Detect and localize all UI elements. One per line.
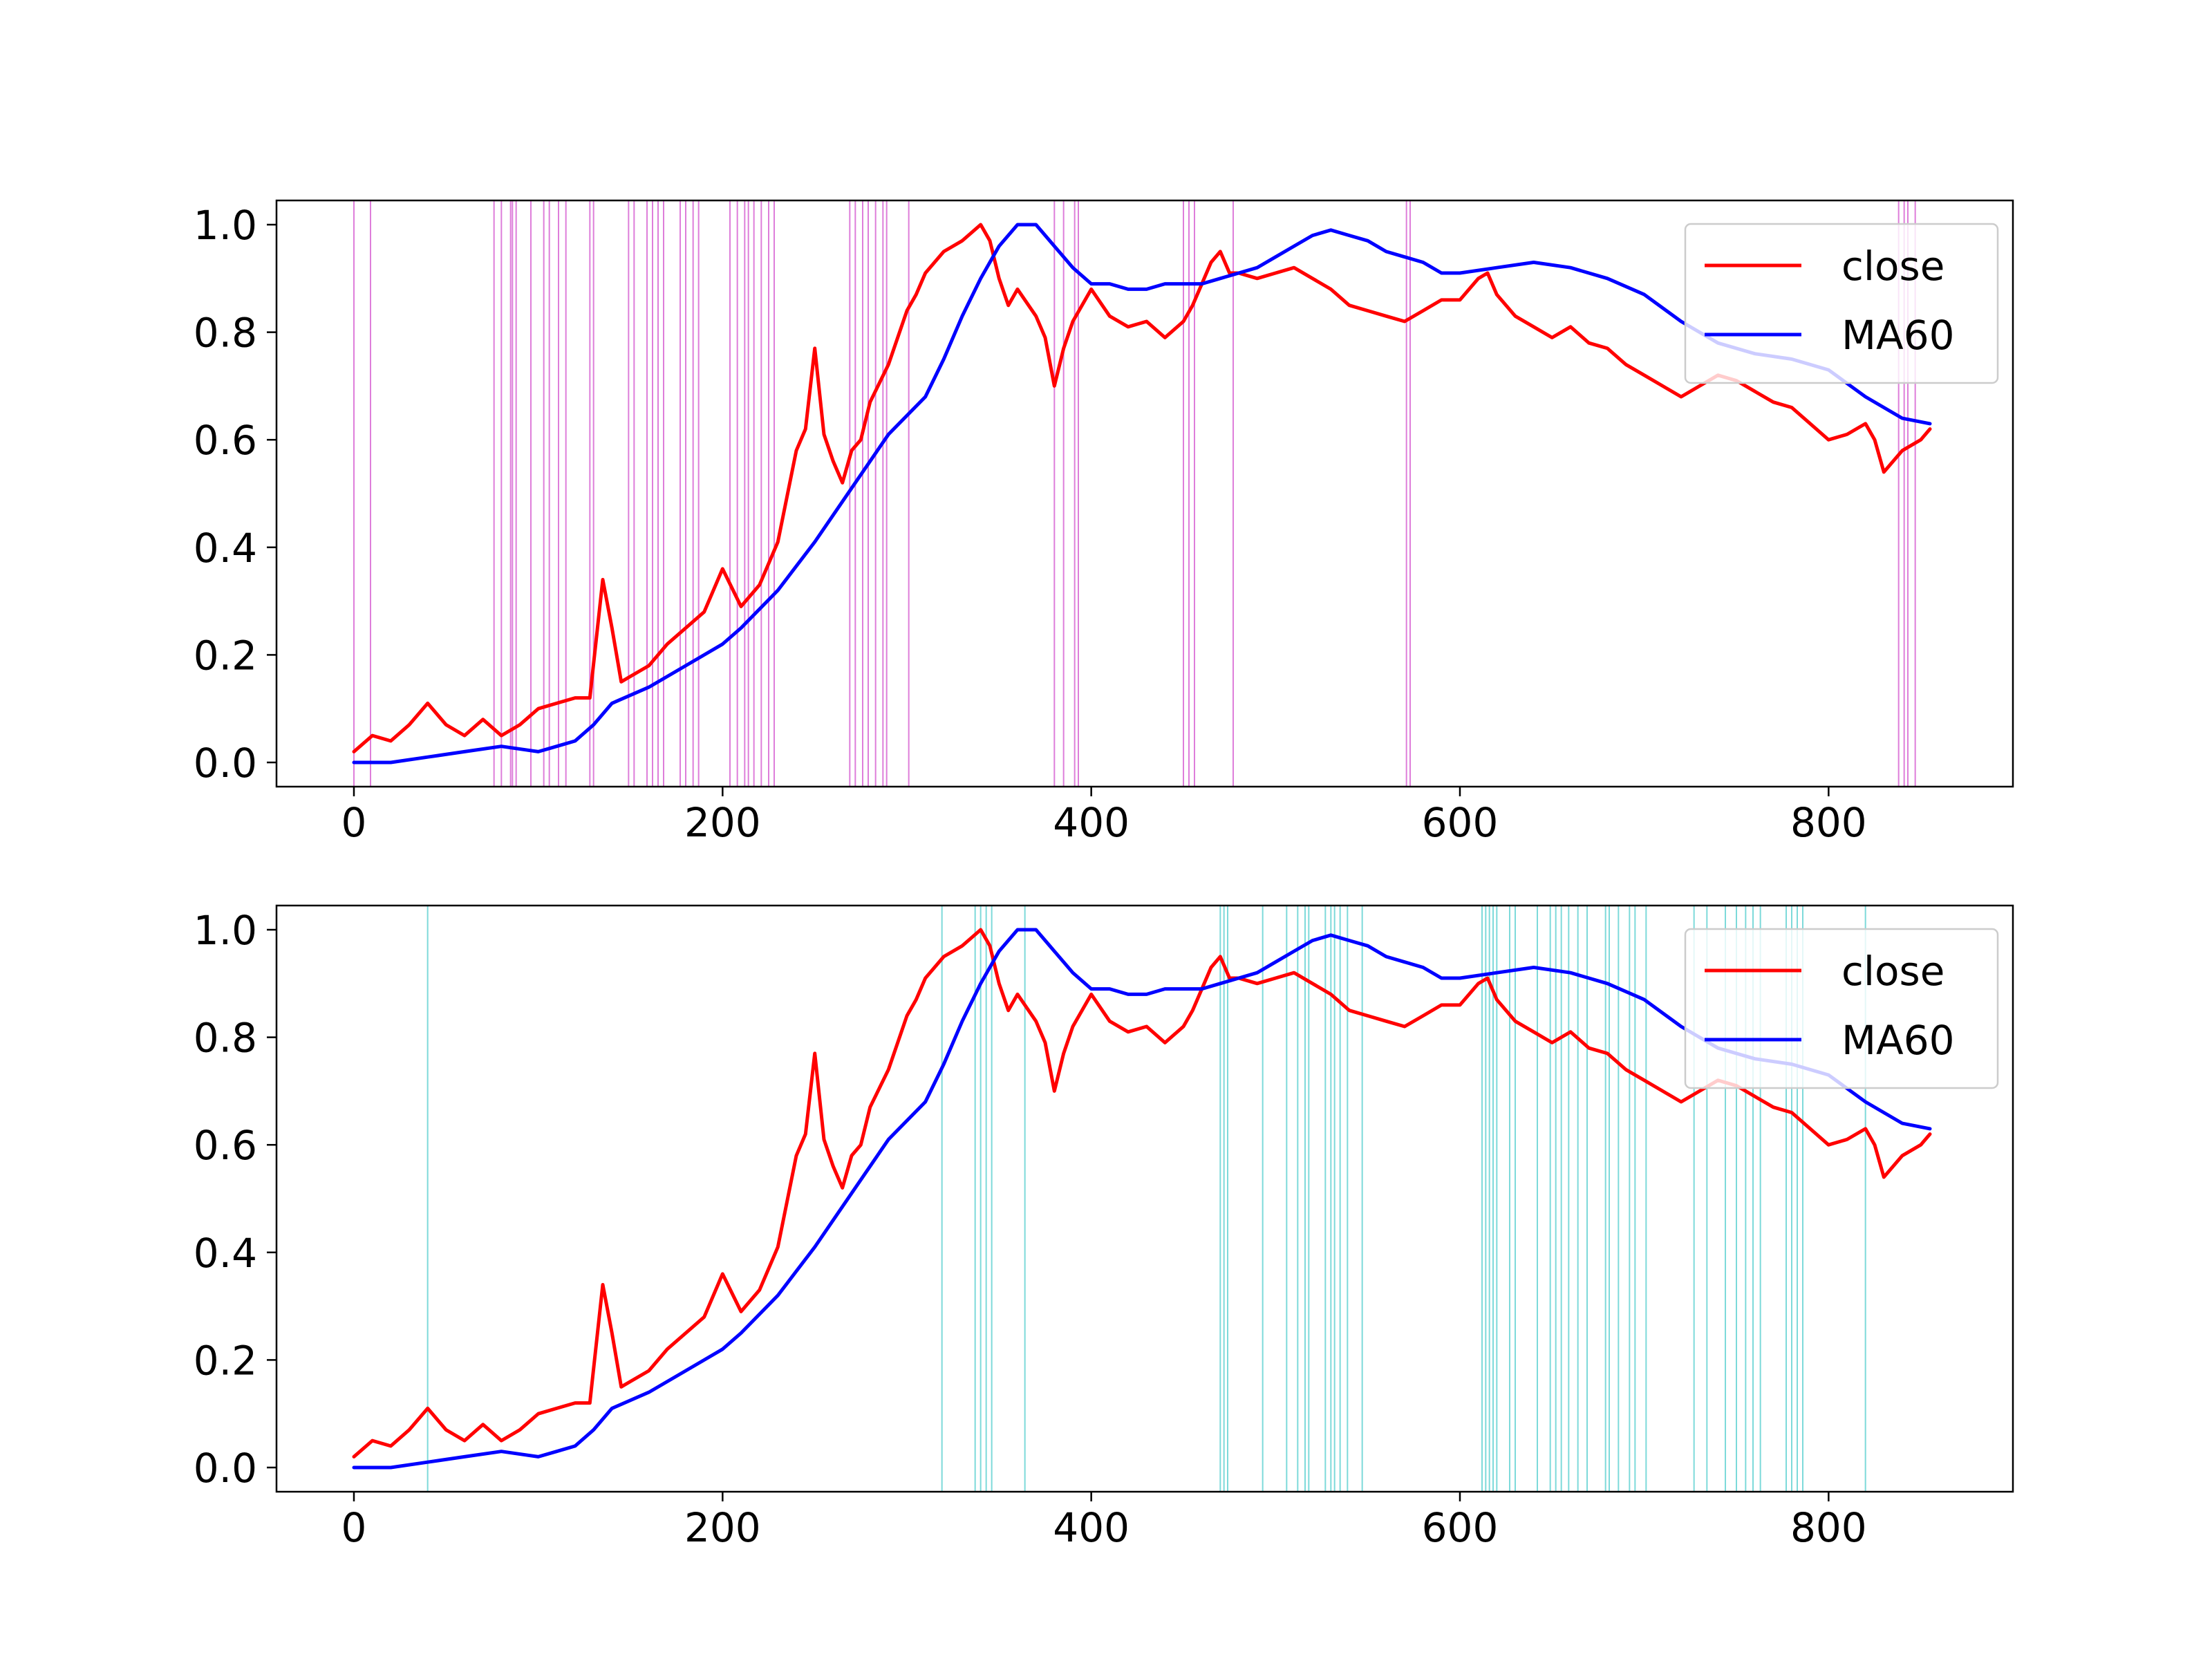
y-tick-label: 0.4 [194,1230,257,1277]
plot-area [352,906,1932,1492]
legend: close MA60 [1684,223,1999,384]
legend-label-close: close [1841,948,1944,995]
legend-label-ma60: MA60 [1841,312,1955,359]
top-subplot: 0 200 400 600 800 0.0 0.2 0.4 0.6 0.8 1.0 close MA60 [194,199,2014,846]
x-tick-label: 0 [341,1504,367,1551]
y-tick-label: 1.0 [194,907,257,954]
y-tick-label: 0.2 [194,632,257,679]
series-line-ma60 [352,928,1932,1470]
series-line-close [352,928,1932,1459]
x-tick-label: 600 [1422,799,1499,846]
x-tick-label: 0 [341,799,367,846]
x-tick-label: 200 [684,799,761,846]
axes-frame [275,904,2014,1493]
y-tick-label: 0.8 [194,1015,257,1062]
series-line-close [352,223,1932,753]
series-line-ma60 [352,223,1932,765]
legend-label-close: close [1841,243,1944,290]
axes-frame [275,199,2014,788]
y-tick-label: 0.0 [194,740,257,787]
legend: close MA60 [1684,928,1999,1089]
y-tick-label: 0.4 [194,525,257,572]
y-tick-label: 0.6 [194,1122,257,1169]
legend-label-ma60: MA60 [1841,1017,1955,1064]
x-tick-label: 400 [1053,1504,1130,1551]
x-tick-label: 800 [1790,1504,1867,1551]
y-tick-label: 1.0 [194,202,257,249]
y-tick-label: 0.6 [194,417,257,464]
y-tick-label: 0.0 [194,1445,257,1492]
x-tick-label: 600 [1422,1504,1499,1551]
x-tick-label: 400 [1053,799,1130,846]
plot-area [352,200,1932,787]
x-tick-label: 800 [1790,799,1867,846]
y-tick-label: 0.8 [194,310,257,357]
bottom-subplot: 0 200 400 600 800 0.0 0.2 0.4 0.6 0.8 1.0 close MA60 [194,904,2014,1551]
y-tick-label: 0.2 [194,1337,257,1384]
x-tick-label: 200 [684,1504,761,1551]
